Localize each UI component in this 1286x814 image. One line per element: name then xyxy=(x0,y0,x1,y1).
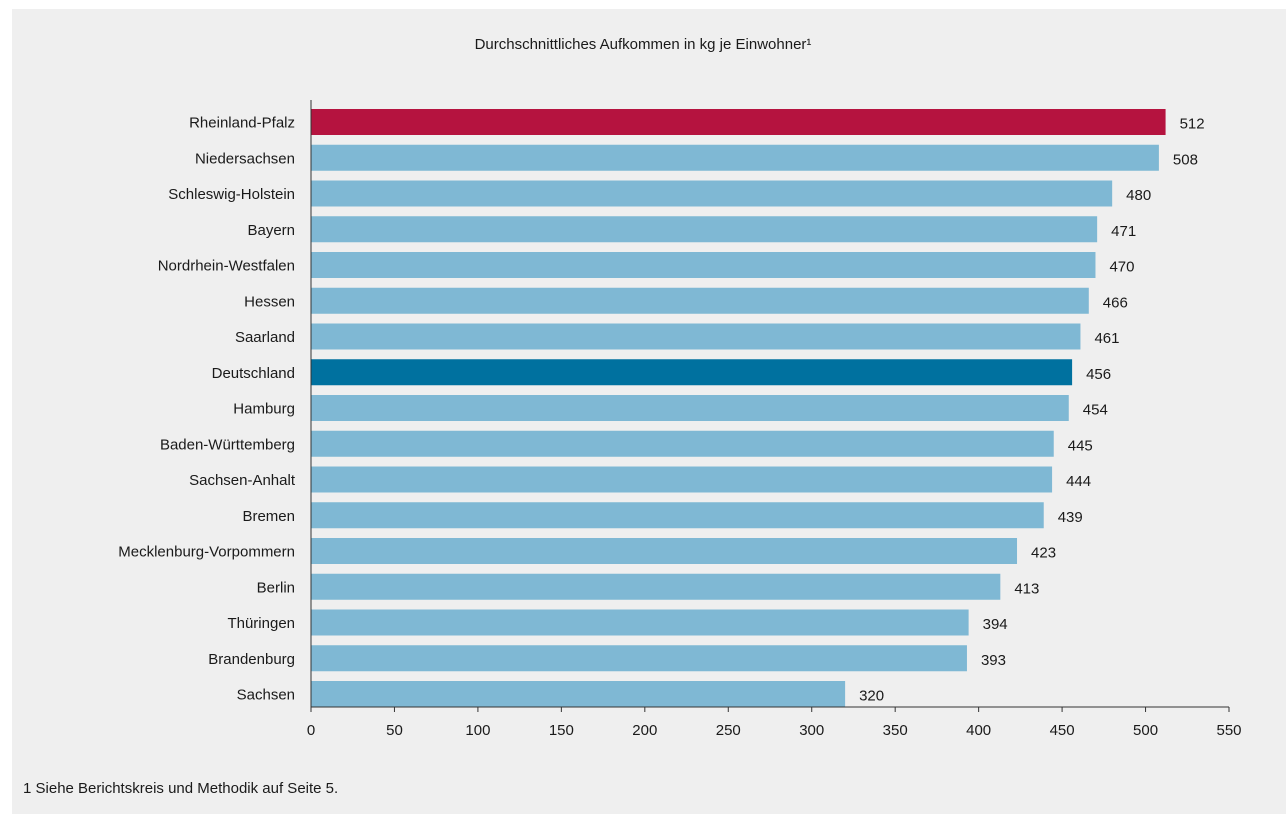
value-label-8: 454 xyxy=(1083,402,1108,419)
bar-2 xyxy=(311,180,1113,207)
bar-10 xyxy=(311,466,1053,493)
x-tick-label-10: 500 xyxy=(1133,722,1158,739)
x-tick-label-3: 150 xyxy=(549,722,574,739)
x-tick-label-7: 350 xyxy=(883,722,908,739)
bar-3 xyxy=(311,216,1098,243)
x-tick-label-5: 250 xyxy=(716,722,741,739)
category-label-14: Thüringen xyxy=(227,615,295,632)
category-label-5: Hessen xyxy=(244,293,295,310)
value-labels: 512 508 480 471 470 466 461 456 454 445 444 439 423 4… xyxy=(859,116,1204,705)
category-label-16: Sachsen xyxy=(237,687,295,704)
bar-4 xyxy=(311,252,1096,278)
bar-5 xyxy=(311,287,1089,314)
category-label-4: Nordrhein-Westfalen xyxy=(158,258,295,275)
category-label-9: Baden-Württemberg xyxy=(160,436,295,453)
x-axis: 0 50 100 150 200 250 300 350 400 450 500 550 xyxy=(307,100,1242,739)
value-label-11: 439 xyxy=(1058,509,1083,526)
value-label-16: 320 xyxy=(859,688,884,705)
value-label-13: 413 xyxy=(1014,580,1039,597)
bar-15 xyxy=(311,645,967,672)
x-tick-label-1: 50 xyxy=(386,722,403,739)
value-label-5: 466 xyxy=(1103,294,1128,311)
category-labels: Rheinland-Pfalz Niedersachsen Schleswig-Ho… xyxy=(118,115,296,704)
value-label-3: 471 xyxy=(1111,223,1136,240)
category-label-8: Hamburg xyxy=(233,401,295,418)
category-label-15: Brandenburg xyxy=(208,651,295,668)
category-label-6: Saarland xyxy=(235,329,295,346)
value-label-7: 456 xyxy=(1086,366,1111,383)
value-label-12: 423 xyxy=(1031,545,1056,562)
category-label-13: Berlin xyxy=(257,579,295,596)
value-label-0: 512 xyxy=(1180,116,1205,133)
bar-1 xyxy=(311,144,1159,171)
bar-8 xyxy=(311,395,1069,421)
category-label-7: Deutschland xyxy=(212,365,295,382)
x-tick-label-9: 450 xyxy=(1050,722,1075,739)
category-label-12: Mecklenburg-Vorpommern xyxy=(118,544,295,561)
x-tick-label-8: 400 xyxy=(966,722,991,739)
category-label-11: Bremen xyxy=(242,508,295,525)
category-label-3: Bayern xyxy=(247,222,295,239)
value-label-6: 461 xyxy=(1094,330,1119,347)
chart-title: Durchschnittliches Aufkommen in kg je Ei… xyxy=(474,36,812,53)
category-label-0: Rheinland-Pfalz xyxy=(189,115,295,132)
bar-14 xyxy=(311,609,969,636)
value-label-10: 444 xyxy=(1066,473,1091,490)
bar-11 xyxy=(311,502,1044,529)
bar-16 xyxy=(311,681,846,707)
x-tick-label-2: 100 xyxy=(465,722,490,739)
value-label-2: 480 xyxy=(1126,187,1151,204)
bar-12 xyxy=(311,538,1018,564)
x-tick-label-4: 200 xyxy=(632,722,657,739)
bar-6 xyxy=(311,323,1081,350)
category-label-1: Niedersachsen xyxy=(195,150,295,167)
x-tick-label-6: 300 xyxy=(799,722,824,739)
value-label-9: 445 xyxy=(1068,437,1093,454)
footnote: 1 Siehe Berichtskreis und Methodik auf S… xyxy=(23,780,339,797)
x-tick-label-0: 0 xyxy=(307,722,315,739)
bar-7 xyxy=(311,359,1073,386)
bar-13 xyxy=(311,573,1001,600)
value-label-15: 393 xyxy=(981,652,1006,669)
value-label-4: 470 xyxy=(1109,259,1134,276)
category-label-10: Sachsen-Anhalt xyxy=(189,472,296,489)
bar-group xyxy=(311,109,1166,707)
bar-0 xyxy=(311,109,1166,135)
value-label-1: 508 xyxy=(1173,151,1198,168)
category-label-2: Schleswig-Holstein xyxy=(168,186,295,203)
x-tick-label-11: 550 xyxy=(1216,722,1241,739)
bar-9 xyxy=(311,430,1054,457)
value-label-14: 394 xyxy=(983,616,1008,633)
